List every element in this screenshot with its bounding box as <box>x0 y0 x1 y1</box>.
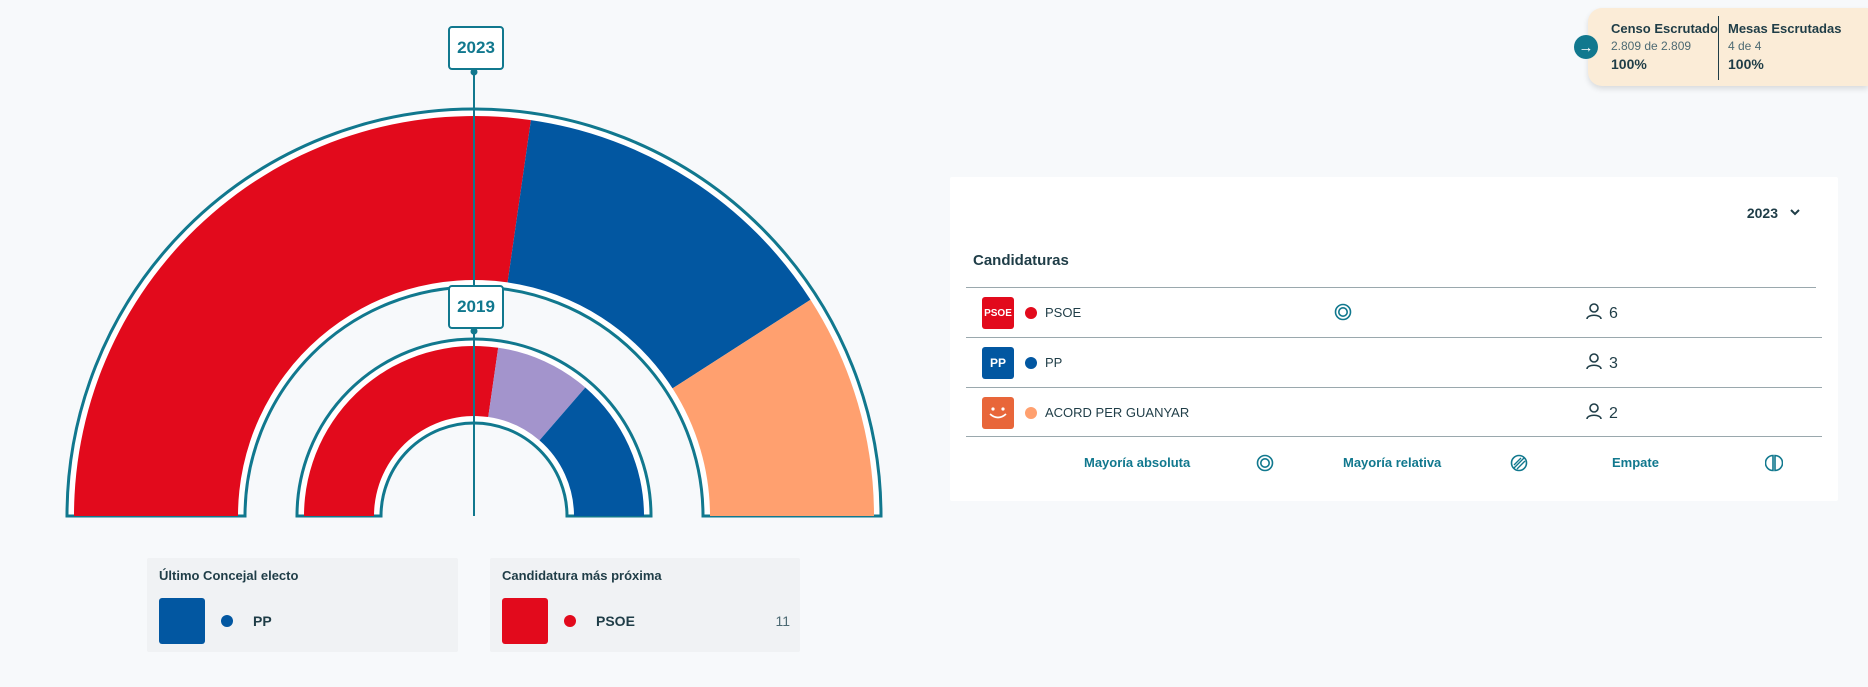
tie-legend-icon <box>1764 454 1784 477</box>
indicator-dot-2023 <box>470 68 478 76</box>
censo-status: Censo Escrutado 2.809 de 2.809 100% <box>1611 21 1718 72</box>
acord-logo-icon <box>982 397 1014 429</box>
closest-candidacy-party: PSOE <box>596 613 635 629</box>
candidacies-title: Candidaturas <box>973 252 1069 269</box>
candidacy-row-pp[interactable]: PP PP 3 <box>966 337 1822 387</box>
mesas-percent: 100% <box>1728 56 1764 72</box>
candidacy-row-psoe[interactable]: PSOE PSOE 6 <box>966 287 1816 337</box>
year-select[interactable]: 2023 <box>1747 205 1800 221</box>
candidacy-row-acord[interactable]: ACORD PER GUANYAR 2 <box>966 387 1822 437</box>
segment-2023-psoe <box>74 115 531 516</box>
smile-icon <box>989 407 1007 419</box>
candidacies-panel: 2023 Candidaturas PSOE PSOE 6 PP PP <box>950 177 1838 501</box>
last-councillor-party: PP <box>253 613 272 629</box>
mesas-count: 4 de 4 <box>1728 39 1762 53</box>
absolute-majority-legend-icon <box>1256 454 1274 477</box>
last-councillor-dot <box>221 615 233 627</box>
hemicycle-chart: 2023 2019 <box>65 26 883 518</box>
segment-2019-psoe <box>304 346 499 516</box>
pp-logo-text: PP <box>989 356 1006 370</box>
pp-seat-count: 3 <box>1609 354 1618 372</box>
year-tag-2023: 2023 <box>448 26 504 70</box>
pp-name: PP <box>1045 355 1063 370</box>
legend-relative-label: Mayoría relativa <box>1343 455 1442 470</box>
scrutiny-status-panel: Censo Escrutado 2.809 de 2.809 100% Mesa… <box>1588 8 1868 86</box>
majority-legend: Mayoría absoluta Mayoría relativa Empate <box>950 452 1838 476</box>
censo-percent: 100% <box>1611 56 1647 72</box>
closest-candidacy-card: Candidatura más próxima PSOE 11 <box>490 558 800 652</box>
segment-2019-pp <box>539 387 644 516</box>
indicator-dot-2019 <box>470 327 478 335</box>
chevron-down-icon <box>1790 208 1800 219</box>
closest-candidacy-title: Candidatura más próxima <box>502 568 662 583</box>
last-councillor-title: Último Concejal electo <box>159 568 299 583</box>
closest-candidacy-dot <box>564 615 576 627</box>
psoe-logo-icon: PSOE <box>982 297 1014 329</box>
relative-majority-legend-icon <box>1510 454 1528 477</box>
year-select-value: 2023 <box>1746 205 1778 221</box>
acord-seat-count: 2 <box>1609 404 1618 422</box>
psoe-name: PSOE <box>1045 305 1082 320</box>
pp-seats: 3 <box>1585 352 1618 375</box>
arrow-right-icon[interactable]: → <box>1574 35 1598 59</box>
closest-candidacy-count: 11 <box>775 613 790 629</box>
censo-title: Censo Escrutado <box>1611 21 1718 36</box>
psoe-logo-text: PSOE <box>984 307 1012 319</box>
user-icon <box>1585 402 1603 425</box>
user-icon <box>1585 352 1603 375</box>
acord-seats: 2 <box>1585 402 1618 425</box>
mesas-status: Mesas Escrutadas 4 de 4 100% <box>1728 21 1841 72</box>
segment-2019-other-1 <box>488 347 586 441</box>
psoe-seats: 6 <box>1585 302 1618 325</box>
pp-logo-icon: PP <box>982 347 1014 379</box>
segment-2023-pp <box>507 120 811 389</box>
last-councillor-card: Último Concejal electo PP <box>147 558 458 652</box>
legend-absolute-label: Mayoría absoluta <box>1084 455 1191 470</box>
status-divider <box>1718 16 1719 80</box>
censo-count: 2.809 de 2.809 <box>1611 39 1692 53</box>
hemicycle-svg <box>65 68 883 518</box>
segment-2023-acord-per-guanyar <box>672 299 874 516</box>
legend-tie-label: Empate <box>1612 455 1659 470</box>
user-icon <box>1585 302 1603 325</box>
psoe-seat-count: 6 <box>1609 304 1618 322</box>
mesas-title: Mesas Escrutadas <box>1728 21 1842 36</box>
absolute-majority-icon <box>1334 303 1352 326</box>
closest-candidacy-swatch <box>502 598 548 644</box>
year-tag-2019: 2019 <box>448 285 504 329</box>
psoe-color-dot <box>1025 307 1037 319</box>
acord-name: ACORD PER GUANYAR <box>1045 405 1190 420</box>
last-councillor-swatch <box>159 598 205 644</box>
pp-color-dot <box>1025 357 1037 369</box>
acord-color-dot <box>1025 407 1037 419</box>
